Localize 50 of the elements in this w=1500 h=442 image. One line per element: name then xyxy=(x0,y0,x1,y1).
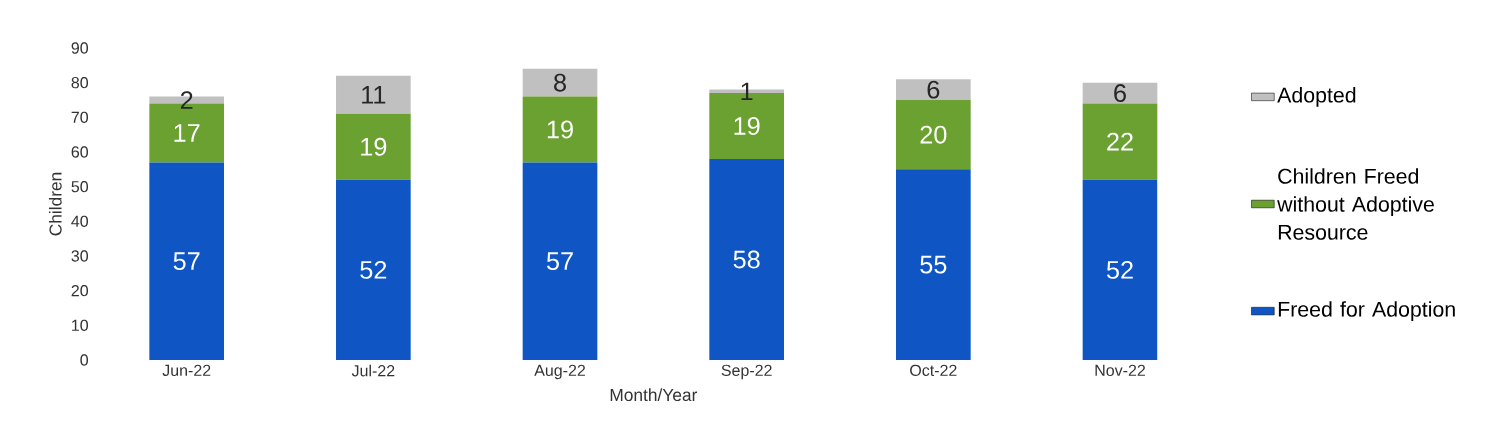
y-tick-label: 40 xyxy=(71,215,89,227)
bar xyxy=(522,68,598,97)
data-label: 22 xyxy=(1107,132,1133,151)
data-label: 52 xyxy=(1106,260,1133,279)
data-label: 57 xyxy=(546,252,573,271)
bar xyxy=(522,162,598,360)
y-tick-label: 30 xyxy=(71,250,89,262)
legend-label: Freed for Adoption xyxy=(1278,301,1455,322)
x-tick-label: Jul-22 xyxy=(351,364,395,377)
bar xyxy=(149,162,225,360)
x-tick-label: Aug-22 xyxy=(534,364,585,380)
legend-label: Children Freed without Adoptive Resource xyxy=(1277,168,1434,240)
data-label: 11 xyxy=(362,86,386,104)
bar xyxy=(1082,179,1158,360)
data-label: 20 xyxy=(920,125,947,144)
data-label: 55 xyxy=(920,255,947,274)
x-tick-label: Sep-22 xyxy=(721,364,772,380)
y-tick-label: 0 xyxy=(80,354,89,366)
bar xyxy=(336,179,411,360)
data-label: 52 xyxy=(360,260,387,279)
data-label: 58 xyxy=(733,250,760,269)
x-tick-label: Oct-22 xyxy=(910,364,957,377)
data-label: 8 xyxy=(554,73,566,92)
y-tick-label: 60 xyxy=(71,146,89,158)
y-axis-title: Children xyxy=(48,172,62,236)
y-tick-label: 50 xyxy=(71,181,89,193)
data-label: 19 xyxy=(361,137,387,156)
x-axis-title: Month/Year xyxy=(610,388,698,402)
x-tick-label: Nov-22 xyxy=(1095,364,1145,377)
bar xyxy=(1082,103,1158,180)
legend-label: Adopted xyxy=(1277,86,1356,107)
data-label: 57 xyxy=(173,252,200,271)
y-tick-label: 70 xyxy=(71,111,89,123)
bar xyxy=(336,75,411,114)
bar xyxy=(896,100,971,170)
bar xyxy=(896,79,971,100)
y-tick-label: 90 xyxy=(71,42,89,54)
bar xyxy=(522,96,598,163)
x-tick-label: Jun-22 xyxy=(162,364,211,377)
data-label: 6 xyxy=(1114,84,1126,103)
data-label: 17 xyxy=(174,124,200,142)
y-tick-label: 10 xyxy=(72,319,89,331)
bar xyxy=(709,158,784,360)
y-tick-label: 20 xyxy=(71,285,89,297)
data-label: 19 xyxy=(734,117,760,135)
data-label: 19 xyxy=(547,120,573,139)
bar xyxy=(336,113,411,180)
data-label: 6 xyxy=(927,80,940,99)
y-tick-label: 80 xyxy=(71,77,89,89)
bar xyxy=(896,169,971,360)
